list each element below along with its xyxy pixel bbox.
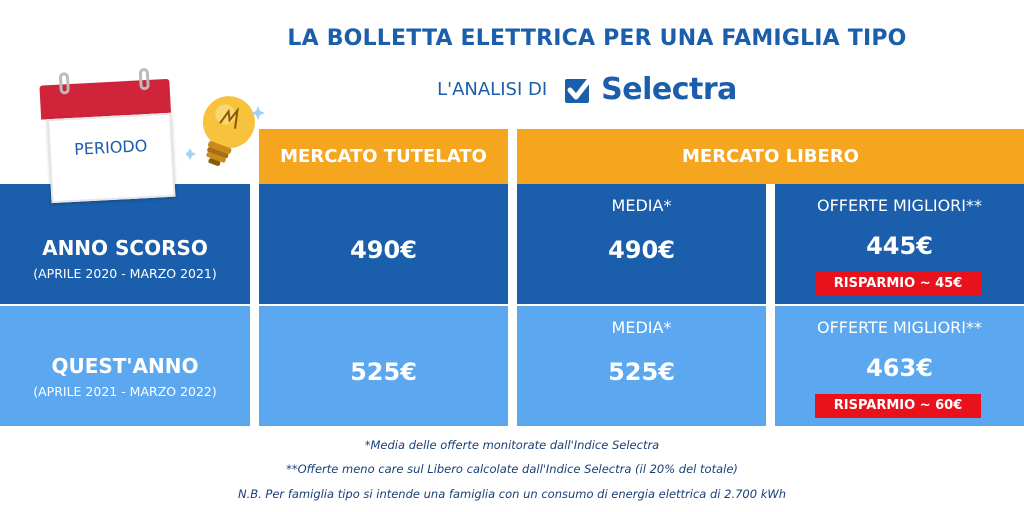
column-divider [250,129,259,426]
price-value: 463€ [866,354,933,382]
column-divider [508,129,517,426]
row-label-this-year: QUEST'ANNO (APRILE 2021 - MARZO 2022) [0,354,250,399]
migliori-label: OFFERTE MIGLIORI** [816,196,982,215]
calendar-ring [138,67,150,91]
media-label: MEDIA* [611,318,672,337]
subtitle-text: L'ANALISI DI [437,79,548,100]
cell-media-this-year: MEDIA* 525€ [517,306,766,424]
footnote-nb: N.B. Per famiglia tipo si intende una fa… [237,487,787,501]
cell-tutelato-this-year: 525€ [259,306,508,424]
price-value: 445€ [866,232,933,260]
cell-migliori-last-year: OFFERTE MIGLIORI** 445€ RISPARMIO ~ 45€ [775,184,1024,304]
brand-logo: Selectra [563,72,737,107]
light-bulb-icon [186,96,265,166]
column-header-libero: MERCATO LIBERO [517,129,1024,184]
savings-badge: RISPARMIO ~ 45€ [815,272,981,296]
row-name: QUEST'ANNO [51,354,199,378]
calendar-icon: PERIODO [39,67,181,204]
price-value: 490€ [350,236,417,264]
row-range: (APRILE 2020 - MARZO 2021) [33,266,217,281]
page-title: LA BOLLETTA ELETTRICA PER UNA FAMIGLIA T… [287,26,907,51]
price-value: 525€ [608,358,675,386]
brand-name: Selectra [601,72,737,107]
row-name: ANNO SCORSO [42,236,208,260]
calendar-ring [58,72,70,95]
price-value: 490€ [608,236,675,264]
savings-badge: RISPARMIO ~ 60€ [815,394,981,418]
migliori-label: OFFERTE MIGLIORI** [816,318,982,337]
row-label-last-year: ANNO SCORSO (APRILE 2020 - MARZO 2021) [0,236,250,281]
row-range: (APRILE 2021 - MARZO 2022) [33,384,217,399]
price-value: 525€ [350,358,417,386]
media-label: MEDIA* [611,196,672,215]
cell-migliori-this-year: OFFERTE MIGLIORI** 463€ RISPARMIO ~ 60€ [775,306,1024,424]
footnote-migliori: **Offerte meno care sul Libero calcolate… [286,462,738,476]
column-header-tutelato: MERCATO TUTELATO [259,129,508,184]
cell-tutelato-last-year: 490€ [259,184,508,304]
subtitle-row: L'ANALISI DI Selectra [0,72,1024,107]
cell-media-last-year: MEDIA* 490€ [517,184,766,304]
checkmark-box-icon [565,76,593,103]
footnote-media: *Media delle offerte monitorate dall'Ind… [364,438,660,452]
row-divider [0,304,1024,306]
